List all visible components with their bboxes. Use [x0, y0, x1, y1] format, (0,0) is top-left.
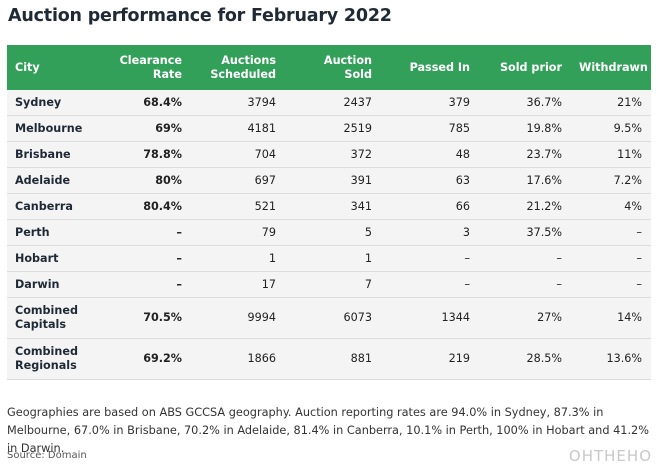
cell-clearance-rate: 78.8% [107, 141, 191, 168]
cell-sold-prior: 36.7% [479, 90, 571, 116]
cell-city: Canberra [7, 193, 107, 220]
cell-sold-prior: – [479, 271, 571, 298]
cell-city: Adelaide [7, 167, 107, 194]
cell-withdrawn: 9.5% [571, 115, 651, 142]
cell-clearance-rate: 70.5% [107, 297, 191, 339]
cell-auctions-scheduled: 1 [191, 245, 285, 272]
cell-passed-in: 1344 [381, 297, 479, 339]
cell-passed-in: 3 [381, 219, 479, 246]
cell-passed-in: 48 [381, 141, 479, 168]
table-row: Brisbane 78.8% 704 372 48 23.7% 11% [7, 141, 651, 168]
cell-clearance-rate: 68.4% [107, 90, 191, 116]
cell-city: Combined Regionals [7, 338, 107, 380]
table-header-row: City Clearance Rate Auctions Scheduled A… [7, 45, 651, 90]
cell-clearance-rate: – [107, 245, 191, 272]
cell-auction-sold: 6073 [285, 297, 381, 339]
cell-sold-prior: 17.6% [479, 167, 571, 194]
table-row: Darwin – 17 7 – – – [7, 271, 651, 298]
cell-sold-prior: 21.2% [479, 193, 571, 220]
cell-auction-sold: 2437 [285, 90, 381, 116]
cell-passed-in: 66 [381, 193, 479, 220]
cell-auction-sold: 2519 [285, 115, 381, 142]
cell-clearance-rate: 80% [107, 167, 191, 194]
cell-withdrawn: 14% [571, 297, 651, 339]
cell-withdrawn: 21% [571, 90, 651, 116]
cell-city: Sydney [7, 90, 107, 116]
cell-clearance-rate: 80.4% [107, 193, 191, 220]
column-header-city: City [7, 45, 107, 90]
cell-auction-sold: 372 [285, 141, 381, 168]
auction-table: City Clearance Rate Auctions Scheduled A… [7, 45, 651, 380]
cell-clearance-rate: – [107, 219, 191, 246]
table-row: Combined Regionals 69.2% 1866 881 219 28… [7, 338, 651, 380]
cell-auctions-scheduled: 1866 [191, 338, 285, 380]
cell-auction-sold: 881 [285, 338, 381, 380]
cell-auctions-scheduled: 704 [191, 141, 285, 168]
table-row: Adelaide 80% 697 391 63 17.6% 7.2% [7, 167, 651, 194]
cell-sold-prior: 27% [479, 297, 571, 339]
column-header-withdrawn: Withdrawn [571, 45, 651, 90]
cell-city: Melbourne [7, 115, 107, 142]
table-row: Hobart – 1 1 – – – [7, 245, 651, 272]
cell-auction-sold: 341 [285, 193, 381, 220]
cell-auction-sold: 7 [285, 271, 381, 298]
cell-sold-prior: 37.5% [479, 219, 571, 246]
cell-withdrawn: – [571, 271, 651, 298]
table-row: Perth – 79 5 3 37.5% – [7, 219, 651, 246]
cell-clearance-rate: 69% [107, 115, 191, 142]
cell-sold-prior: 23.7% [479, 141, 571, 168]
table-row: Melbourne 69% 4181 2519 785 19.8% 9.5% [7, 115, 651, 142]
footnote: Geographies are based on ABS GCCSA geogr… [7, 406, 649, 455]
cell-city: Hobart [7, 245, 107, 272]
cell-sold-prior: – [479, 245, 571, 272]
cell-auction-sold: 1 [285, 245, 381, 272]
column-header-auction-sold: Auction Sold [285, 45, 381, 90]
cell-clearance-rate: – [107, 271, 191, 298]
cell-sold-prior: 19.8% [479, 115, 571, 142]
table-row: Combined Capitals 70.5% 9994 6073 1344 2… [7, 297, 651, 339]
cell-city: Darwin [7, 271, 107, 298]
cell-city: Combined Capitals [7, 297, 107, 339]
cell-auctions-scheduled: 79 [191, 219, 285, 246]
cell-auctions-scheduled: 697 [191, 167, 285, 194]
cell-withdrawn: – [571, 219, 651, 246]
cell-withdrawn: 13.6% [571, 338, 651, 380]
cell-city: Perth [7, 219, 107, 246]
cell-auction-sold: 391 [285, 167, 381, 194]
cell-passed-in: 785 [381, 115, 479, 142]
cell-clearance-rate: 69.2% [107, 338, 191, 380]
watermark: OHTHEHO [568, 447, 652, 465]
cell-city: Brisbane [7, 141, 107, 168]
cell-passed-in: – [381, 245, 479, 272]
cell-withdrawn: – [571, 245, 651, 272]
table-row: Canberra 80.4% 521 341 66 21.2% 4% [7, 193, 651, 220]
cell-passed-in: 63 [381, 167, 479, 194]
cell-auctions-scheduled: 17 [191, 271, 285, 298]
source-credit: Source: Domain [7, 450, 87, 461]
cell-withdrawn: 4% [571, 193, 651, 220]
cell-passed-in: 379 [381, 90, 479, 116]
page-title: Auction performance for February 2022 [8, 6, 392, 26]
cell-auctions-scheduled: 521 [191, 193, 285, 220]
cell-withdrawn: 7.2% [571, 167, 651, 194]
column-header-auctions-scheduled: Auctions Scheduled [191, 45, 285, 90]
column-header-passed-in: Passed In [381, 45, 479, 90]
column-header-clearance-rate: Clearance Rate [107, 45, 191, 90]
cell-auctions-scheduled: 9994 [191, 297, 285, 339]
column-header-sold-prior: Sold prior [479, 45, 571, 90]
cell-passed-in: 219 [381, 338, 479, 380]
cell-auction-sold: 5 [285, 219, 381, 246]
cell-withdrawn: 11% [571, 141, 651, 168]
table-row: Sydney 68.4% 3794 2437 379 36.7% 21% [7, 90, 651, 116]
cell-auctions-scheduled: 4181 [191, 115, 285, 142]
cell-auctions-scheduled: 3794 [191, 90, 285, 116]
cell-passed-in: – [381, 271, 479, 298]
cell-sold-prior: 28.5% [479, 338, 571, 380]
